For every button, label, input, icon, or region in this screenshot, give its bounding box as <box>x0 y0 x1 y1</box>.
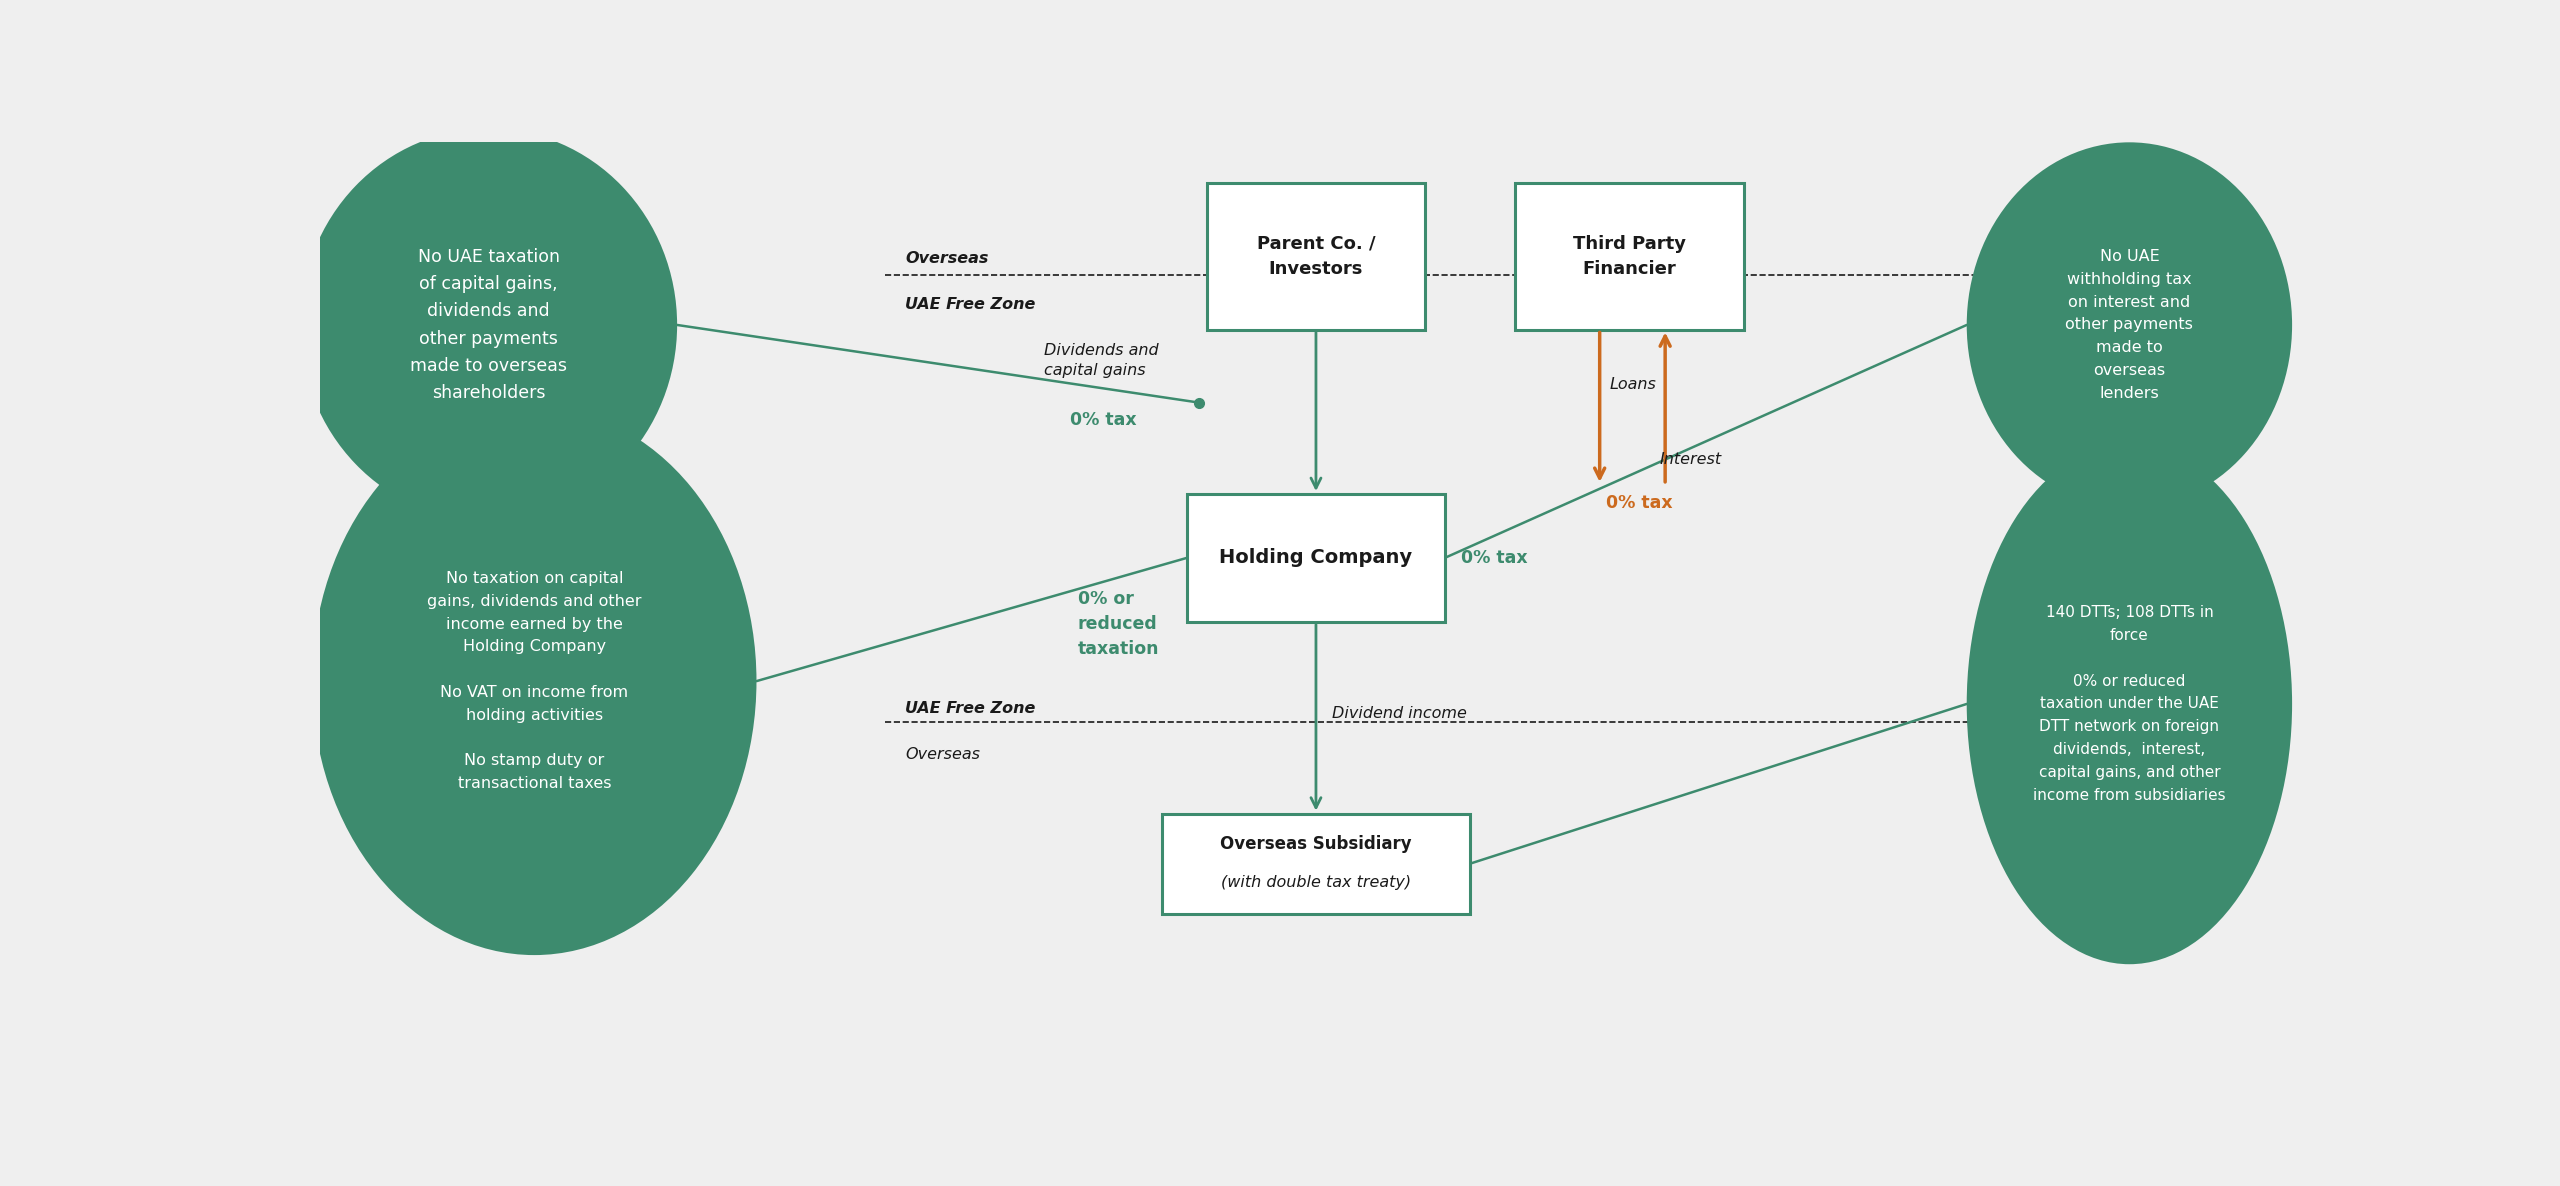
FancyBboxPatch shape <box>1162 814 1469 914</box>
Text: No UAE taxation
of capital gains,
dividends and
other payments
made to overseas
: No UAE taxation of capital gains, divide… <box>410 248 568 402</box>
Text: Loans: Loans <box>1610 377 1656 391</box>
Text: Overseas: Overseas <box>906 251 988 266</box>
Text: 0% or
reduced
taxation: 0% or reduced taxation <box>1078 589 1160 658</box>
Text: Dividends and
capital gains: Dividends and capital gains <box>1044 344 1160 378</box>
Text: Third Party
Financier: Third Party Financier <box>1572 235 1687 278</box>
FancyBboxPatch shape <box>1206 184 1426 330</box>
Ellipse shape <box>300 128 676 522</box>
Text: Holding Company: Holding Company <box>1219 548 1413 567</box>
Text: (with double tax treaty): (with double tax treaty) <box>1221 874 1411 890</box>
Text: UAE Free Zone: UAE Free Zone <box>906 298 1037 312</box>
Text: Interest: Interest <box>1659 452 1720 467</box>
Text: UAE Free Zone: UAE Free Zone <box>906 701 1037 716</box>
Ellipse shape <box>1966 142 2291 508</box>
Ellipse shape <box>312 407 758 955</box>
Text: Parent Co. /
Investors: Parent Co. / Investors <box>1257 235 1375 278</box>
FancyBboxPatch shape <box>1188 493 1444 621</box>
Text: Overseas Subsidiary: Overseas Subsidiary <box>1221 835 1411 853</box>
Ellipse shape <box>1966 444 2291 964</box>
Text: No taxation on capital
gains, dividends and other
income earned by the
Holding C: No taxation on capital gains, dividends … <box>428 570 643 791</box>
Text: 0% tax: 0% tax <box>1462 549 1528 567</box>
Text: Overseas: Overseas <box>906 747 980 761</box>
FancyBboxPatch shape <box>1516 184 1743 330</box>
Text: 0% tax: 0% tax <box>1605 493 1672 511</box>
Text: 0% tax: 0% tax <box>1070 412 1137 429</box>
Text: No UAE
withholding tax
on interest and
other payments
made to
overseas
lenders: No UAE withholding tax on interest and o… <box>2066 249 2194 401</box>
Text: Dividend income: Dividend income <box>1331 706 1467 721</box>
Text: 140 DTTs; 108 DTTs in
force

0% or reduced
taxation under the UAE
DTT network on: 140 DTTs; 108 DTTs in force 0% or reduce… <box>2033 605 2225 803</box>
